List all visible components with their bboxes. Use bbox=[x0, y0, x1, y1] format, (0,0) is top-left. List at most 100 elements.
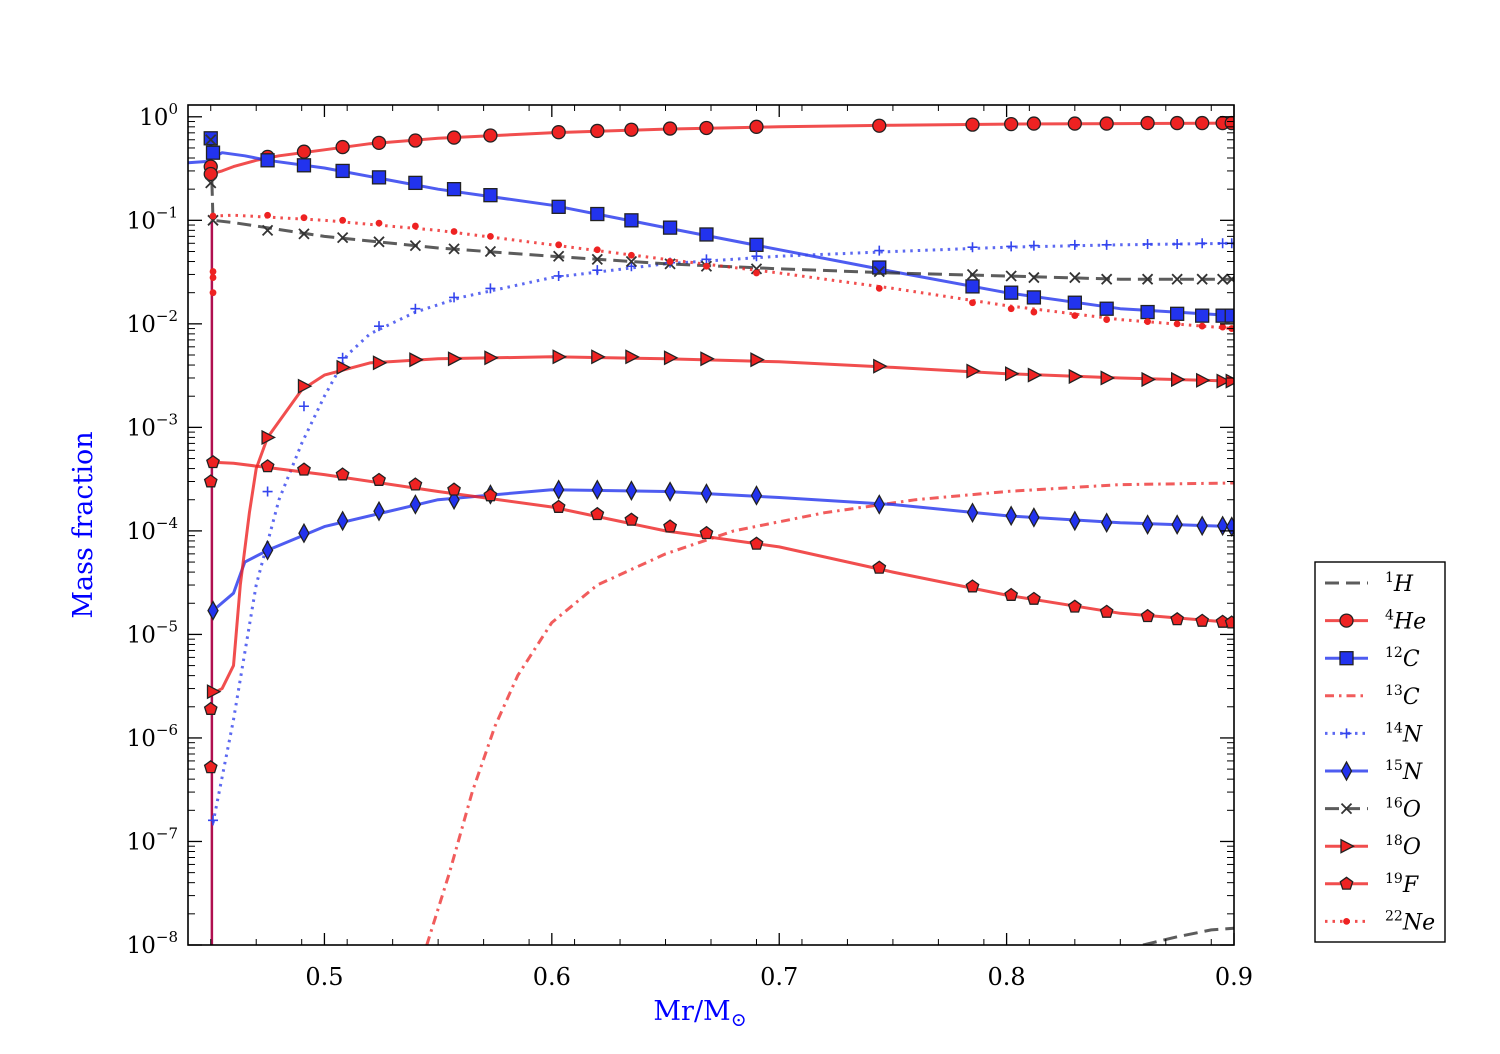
series-12c-point bbox=[624, 213, 639, 228]
series-4he-point bbox=[1026, 116, 1042, 131]
series-12c-point bbox=[260, 153, 275, 168]
series-22ne-point bbox=[375, 219, 383, 227]
series-22ne-point bbox=[209, 212, 217, 220]
series-12c-point bbox=[872, 260, 887, 275]
series-22ne-point bbox=[209, 274, 217, 281]
series-14n-point bbox=[1142, 239, 1153, 250]
series-15n-point bbox=[1005, 505, 1017, 527]
series-16o-point bbox=[484, 245, 497, 258]
series-18o-point bbox=[297, 378, 313, 394]
series-15n-point bbox=[261, 539, 274, 561]
legend-18o-label: 18O bbox=[1385, 833, 1421, 860]
series-12c-point bbox=[371, 170, 387, 185]
legend-12c-marker bbox=[1339, 651, 1354, 666]
series-14n-point bbox=[1197, 238, 1208, 249]
series-18o-point bbox=[1027, 367, 1043, 383]
series-16o-point bbox=[205, 177, 217, 189]
series-19f-point bbox=[1026, 591, 1041, 605]
series-18o-point bbox=[372, 355, 388, 371]
series-18o-point bbox=[591, 349, 606, 365]
series-14n-point bbox=[1028, 240, 1039, 251]
series-12c-point bbox=[205, 145, 221, 160]
series-14n-point bbox=[553, 270, 564, 281]
series-18o-point bbox=[1141, 371, 1157, 388]
x-tick-label: 0.8 bbox=[988, 963, 1026, 991]
series-19f-point bbox=[260, 459, 275, 473]
legend-13c-label: 13C bbox=[1385, 683, 1420, 710]
series-14n-point bbox=[262, 486, 273, 497]
series-16o-point bbox=[448, 243, 460, 255]
series-12c-point bbox=[1026, 290, 1042, 305]
series-22ne-point bbox=[593, 246, 601, 254]
series-15n-point bbox=[1069, 510, 1081, 532]
series-15n-point bbox=[1141, 514, 1154, 535]
series-12c-point bbox=[296, 158, 312, 173]
series-16o-point bbox=[205, 134, 217, 146]
series-4he-point bbox=[296, 144, 312, 159]
series-14n-point bbox=[374, 321, 385, 332]
series-15n-point bbox=[552, 479, 565, 501]
series-22ne-point bbox=[1007, 305, 1015, 313]
series-16o-point bbox=[207, 214, 219, 226]
series-19f-point bbox=[663, 519, 678, 533]
legend-14n-marker bbox=[1341, 728, 1352, 739]
series-14n-point bbox=[449, 292, 460, 303]
series-4he-point bbox=[1099, 116, 1114, 131]
series-18o-point bbox=[700, 351, 715, 367]
legend-frame bbox=[1314, 561, 1446, 943]
series-12c-point bbox=[335, 163, 350, 179]
series-19f-point bbox=[297, 462, 311, 476]
marker-layer bbox=[203, 115, 1234, 826]
series-4he-point bbox=[203, 166, 218, 182]
series-4he-point bbox=[624, 122, 639, 137]
series-4he-point bbox=[446, 130, 462, 145]
series-14n-point bbox=[1217, 238, 1228, 249]
legend-15n-marker bbox=[1340, 760, 1353, 782]
series-18o-point bbox=[625, 349, 640, 365]
series-16o-point bbox=[1171, 273, 1183, 285]
series-22ne-point bbox=[1198, 322, 1206, 330]
series-14n-point bbox=[701, 254, 712, 265]
series-12c-point bbox=[1140, 304, 1155, 320]
series-22ne-point bbox=[209, 289, 217, 297]
series-14n-point bbox=[1101, 239, 1112, 250]
series-4he-point bbox=[1067, 116, 1082, 131]
series-19f-point bbox=[483, 488, 498, 502]
series-12c-point bbox=[749, 237, 764, 252]
series-16o-point bbox=[1005, 270, 1017, 282]
series-15n-point bbox=[207, 600, 219, 621]
series-12c-point bbox=[1099, 301, 1114, 316]
series-14n-point bbox=[592, 265, 603, 276]
series-15n-point bbox=[373, 500, 385, 522]
series-19f-point bbox=[408, 477, 423, 491]
series-22ne-point bbox=[264, 211, 271, 219]
series-19f-point bbox=[1170, 611, 1185, 626]
y-tick-label: 10−1 bbox=[127, 203, 178, 234]
series-15n-point bbox=[873, 494, 886, 515]
y-axis-label: Mass fraction bbox=[68, 431, 99, 618]
series-15n-point bbox=[700, 483, 713, 504]
series-22ne-point bbox=[209, 268, 217, 275]
series-14n-point bbox=[751, 251, 762, 262]
series-19f-point bbox=[699, 525, 714, 540]
label-layer: 0.5 0.6 0.7 0.8 0.9 10−8 10−7 10−6 10−5 10−4 10−3 1… bbox=[127, 100, 1253, 991]
series-19f-point bbox=[447, 482, 461, 496]
series-22ne-point bbox=[1103, 316, 1111, 323]
series-16o-point bbox=[966, 268, 979, 281]
series-18o-point bbox=[750, 352, 765, 368]
series-18o-point bbox=[1005, 366, 1020, 382]
series-19f-point bbox=[1140, 608, 1155, 623]
series-1h-line bbox=[1142, 926, 1234, 945]
series-14n-point bbox=[298, 401, 309, 412]
series-22ne-point bbox=[703, 262, 710, 270]
series-15n-point bbox=[966, 502, 979, 524]
series-4he-point bbox=[1004, 116, 1019, 132]
series-19f-point bbox=[1004, 587, 1019, 601]
series-16o-point bbox=[336, 232, 349, 244]
series-14n-point bbox=[485, 283, 496, 294]
series-18o-point bbox=[1196, 372, 1211, 388]
series-4he-point bbox=[371, 135, 387, 151]
legend-15n-label: 15N bbox=[1385, 758, 1423, 785]
legend-1h-label: 1H bbox=[1385, 570, 1414, 597]
